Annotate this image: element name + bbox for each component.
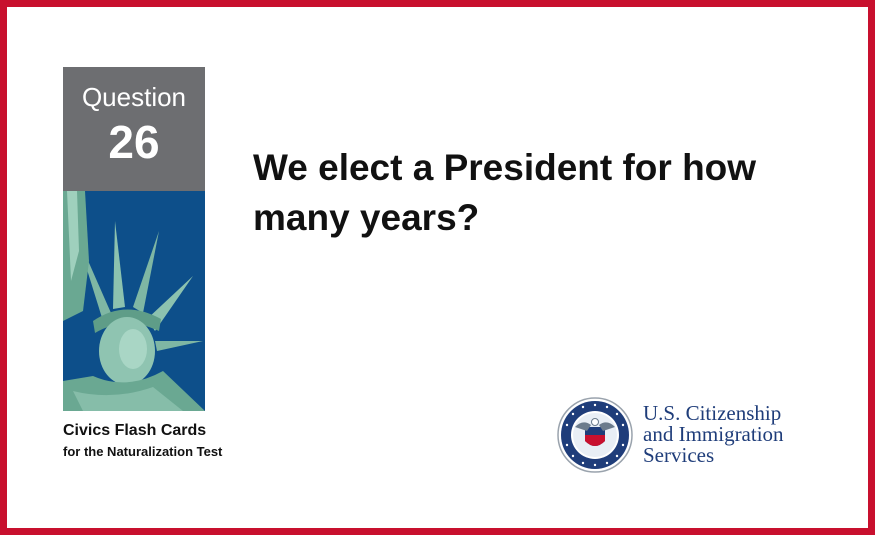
agency-name-line-3: Services	[643, 443, 715, 467]
agency-name-line-2: and Immigration	[643, 422, 784, 446]
dhs-seal-icon	[557, 397, 633, 473]
footer-title: Civics Flash Cards	[63, 422, 207, 439]
question-label: Question	[81, 82, 187, 112]
footer-subtitle: for the Naturalization Test	[63, 444, 223, 459]
question-number: 26	[108, 116, 160, 168]
question-number-box: Question 26	[63, 67, 205, 191]
statue-of-liberty-image	[63, 191, 205, 411]
question-text: We elect a President for how many years?	[253, 147, 757, 238]
agency-name: U.S. Citizenship and Immigration Service…	[643, 403, 784, 466]
agency-name-line-1: U.S. Citizenship	[643, 401, 782, 425]
